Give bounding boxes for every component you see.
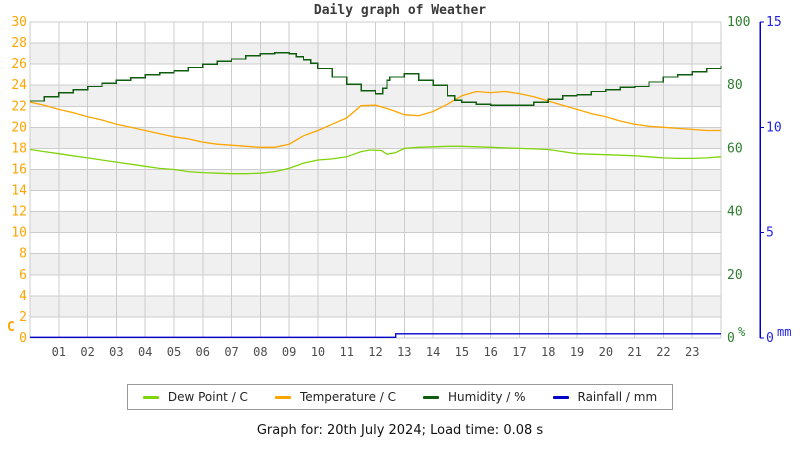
svg-text:80: 80 [727, 78, 743, 93]
svg-text:30: 30 [11, 15, 27, 30]
series-rainfall-mm-line [30, 333, 721, 338]
legend-item-dew-point-c: Dew Point / C [142, 390, 248, 404]
svg-text:19: 19 [570, 345, 584, 359]
svg-text:10: 10 [766, 120, 782, 135]
humidity-axis-labels: 0 20 40 60 80 100% [727, 15, 750, 346]
svg-text:14: 14 [426, 345, 440, 359]
svg-text:20: 20 [727, 268, 743, 283]
svg-text:8: 8 [19, 247, 27, 262]
svg-text:4: 4 [19, 289, 27, 304]
svg-text:12: 12 [11, 205, 27, 220]
svg-text:11: 11 [339, 345, 353, 359]
svg-text:06: 06 [196, 345, 210, 359]
svg-text:16: 16 [483, 345, 497, 359]
legend-box: Dew Point / C Temperature / C Humidity / %… [126, 384, 674, 410]
svg-text:02: 02 [80, 345, 94, 359]
grid [29, 21, 722, 339]
svg-text:20: 20 [599, 345, 613, 359]
svg-text:16: 16 [11, 162, 27, 177]
svg-text:07: 07 [224, 345, 238, 359]
rainfall-axis: 0 5 10 15 mm [759, 15, 791, 346]
svg-text:0: 0 [19, 331, 27, 346]
svg-text:10: 10 [311, 345, 325, 359]
svg-text:05: 05 [167, 345, 181, 359]
svg-text:22: 22 [11, 99, 27, 114]
series-dew-point-c-line [29, 145, 722, 175]
svg-text:2: 2 [19, 310, 27, 325]
svg-text:5: 5 [766, 226, 774, 241]
svg-text:21: 21 [627, 345, 641, 359]
legend-item-rainfall-mm: Rainfall / mm [552, 390, 658, 404]
svg-text:18: 18 [11, 141, 27, 156]
svg-text:0: 0 [727, 331, 735, 346]
chart-footer: Graph for: 20th July 2024; Load time: 0.… [256, 423, 544, 438]
svg-text:03: 03 [109, 345, 123, 359]
temperature-c-swatch-icon [274, 395, 291, 399]
svg-text:C: C [7, 320, 15, 335]
series-temperature-c-line [29, 90, 721, 148]
svg-text:09: 09 [282, 345, 296, 359]
svg-text:14: 14 [11, 184, 27, 199]
series-humidity-line [30, 52, 722, 107]
svg-text:24: 24 [11, 78, 27, 93]
svg-text:%: % [738, 325, 746, 339]
svg-text:26: 26 [11, 57, 27, 72]
svg-text:13: 13 [397, 345, 411, 359]
legend-label: Humidity / % [448, 390, 526, 404]
svg-text:17: 17 [512, 345, 526, 359]
legend-label: Rainfall / mm [577, 390, 658, 404]
svg-text:20: 20 [11, 120, 27, 135]
legend-label: Dew Point / C [167, 390, 248, 404]
legend-label: Temperature / C [299, 390, 397, 404]
svg-text:28: 28 [11, 36, 27, 51]
x-axis-labels: 01 02 03 04 05 06 07 08 09 10 11 12 13 14 15 16 17 18 19 20… [52, 345, 700, 359]
svg-text:40: 40 [727, 205, 743, 220]
svg-text:10: 10 [11, 226, 27, 241]
svg-text:100: 100 [727, 15, 750, 30]
legend-item-humidity: Humidity / % [423, 390, 526, 404]
svg-text:23: 23 [685, 345, 699, 359]
svg-text:01: 01 [52, 345, 66, 359]
svg-text:60: 60 [727, 141, 743, 156]
legend: Dew Point / C Temperature / C Humidity / %… [0, 384, 800, 410]
legend-item-temperature-c: Temperature / C [274, 390, 397, 404]
humidity-swatch-icon [423, 395, 440, 399]
svg-text:6: 6 [19, 268, 27, 283]
svg-text:15: 15 [455, 345, 469, 359]
svg-text:15: 15 [766, 15, 782, 30]
dew-point-c-swatch-icon [142, 395, 159, 399]
rainfall-mm-swatch-icon [552, 395, 569, 399]
svg-text:12: 12 [368, 345, 382, 359]
svg-text:18: 18 [541, 345, 555, 359]
svg-text:mm: mm [777, 325, 791, 339]
svg-text:04: 04 [138, 345, 152, 359]
svg-text:08: 08 [253, 345, 267, 359]
svg-text:22: 22 [656, 345, 670, 359]
chart-title: Daily graph of Weather [313, 3, 487, 18]
svg-text:0: 0 [766, 331, 774, 346]
weather-chart-canvas: 024681012141618202224262830C020406080100… [7, 15, 791, 359]
